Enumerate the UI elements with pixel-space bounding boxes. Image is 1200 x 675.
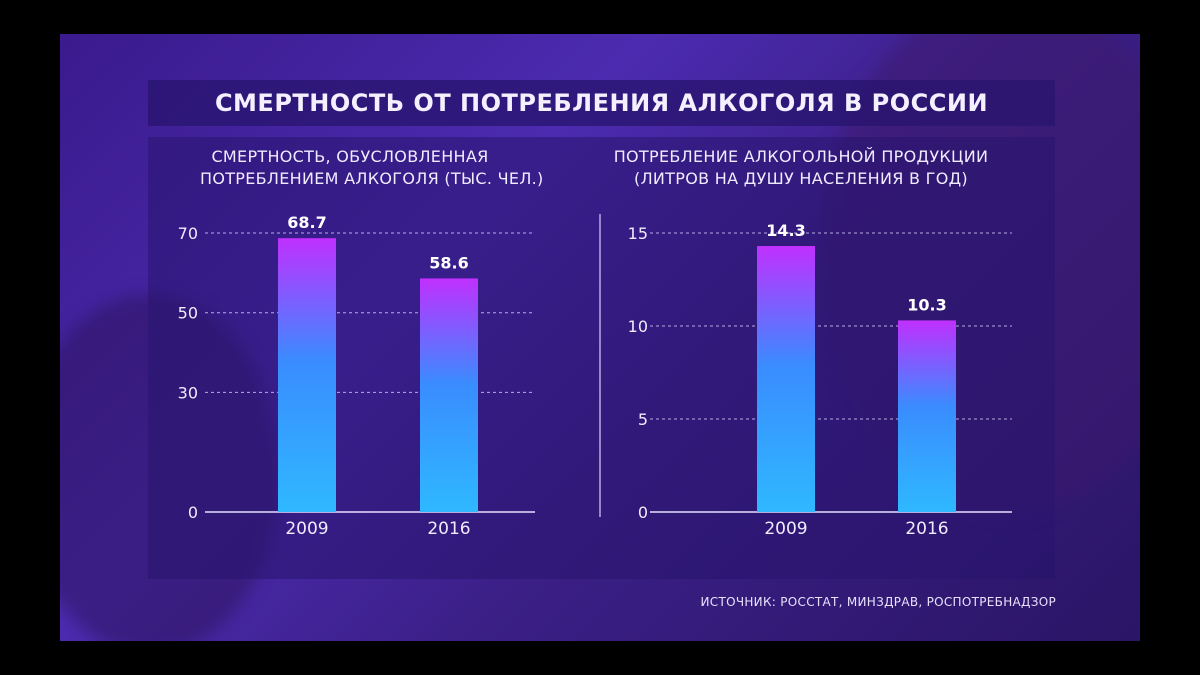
chart-2-bar bbox=[757, 246, 815, 512]
title-bar: СМЕРТНОСТЬ ОТ ПОТРЕБЛЕНИЯ АЛКОГОЛЯ В РОС… bbox=[148, 80, 1055, 126]
chart-2-bar bbox=[898, 320, 956, 512]
chart-2-y-tick-label: 10 bbox=[628, 317, 648, 336]
chart-2-title-line-1: ПОТРЕБЛЕНИЕ АЛКОГОЛЬНОЙ ПРОДУКЦИИ bbox=[613, 147, 989, 166]
chart-1-value-label: 68.7 bbox=[287, 213, 326, 232]
chart-2-value-label: 10.3 bbox=[907, 295, 946, 314]
chart-1-title-line-2: ПОТРЕБЛЕНИЕМ АЛКОГОЛЯ (ТЫС. ЧЕЛ.) bbox=[200, 169, 544, 188]
page-title: СМЕРТНОСТЬ ОТ ПОТРЕБЛЕНИЯ АЛКОГОЛЯ В РОС… bbox=[214, 89, 989, 117]
infographic-frame: СМЕРТНОСТЬ ОТ ПОТРЕБЛЕНИЯ АЛКОГОЛЯ В РОС… bbox=[60, 34, 1140, 641]
chart-1-value-label: 58.6 bbox=[429, 253, 468, 272]
charts-svg: 0 30 50 70 68.7 2009 58.6 2016 0 5 10 15 14.3 2009 10.… bbox=[178, 213, 1012, 539]
chart-1-title: СМЕРТНОСТЬ, ОБУСЛОВЛЕННАЯ ПОТРЕБЛЕНИЕМ А… bbox=[200, 146, 544, 190]
chart-2-value-label: 14.3 bbox=[766, 221, 805, 240]
chart-1-category-label: 2009 bbox=[285, 519, 328, 539]
source-note: ИСТОЧНИК: РОССТАТ, МИНЗДРАВ, РОСПОТРЕБНА… bbox=[700, 595, 1056, 609]
chart-2-category-label: 2009 bbox=[764, 519, 807, 539]
chart-2-y-tick-label: 0 bbox=[638, 503, 648, 522]
chart-2-y-tick-label: 5 bbox=[638, 410, 648, 429]
chart-1-y-tick-label: 50 bbox=[178, 304, 198, 323]
chart-2-title-line-2: (ЛИТРОВ НА ДУШУ НАСЕЛЕНИЯ В ГОД) bbox=[634, 169, 968, 188]
chart-1-bar bbox=[420, 278, 478, 512]
chart-2-category-label: 2016 bbox=[905, 519, 948, 539]
chart-1-y-tick-label: 0 bbox=[188, 503, 198, 522]
chart-1-title-line-1: СМЕРТНОСТЬ, ОБУСЛОВЛЕННАЯ bbox=[211, 147, 489, 166]
chart-2-title: ПОТРЕБЛЕНИЕ АЛКОГОЛЬНОЙ ПРОДУКЦИИ (ЛИТРО… bbox=[586, 146, 1016, 190]
chart-1-category-label: 2016 bbox=[427, 519, 470, 539]
chart-2-y-tick-label: 15 bbox=[628, 224, 648, 243]
chart-1-bar bbox=[278, 238, 336, 512]
chart-1-y-tick-label: 70 bbox=[178, 224, 198, 243]
chart-1-y-tick-label: 30 bbox=[178, 383, 198, 402]
